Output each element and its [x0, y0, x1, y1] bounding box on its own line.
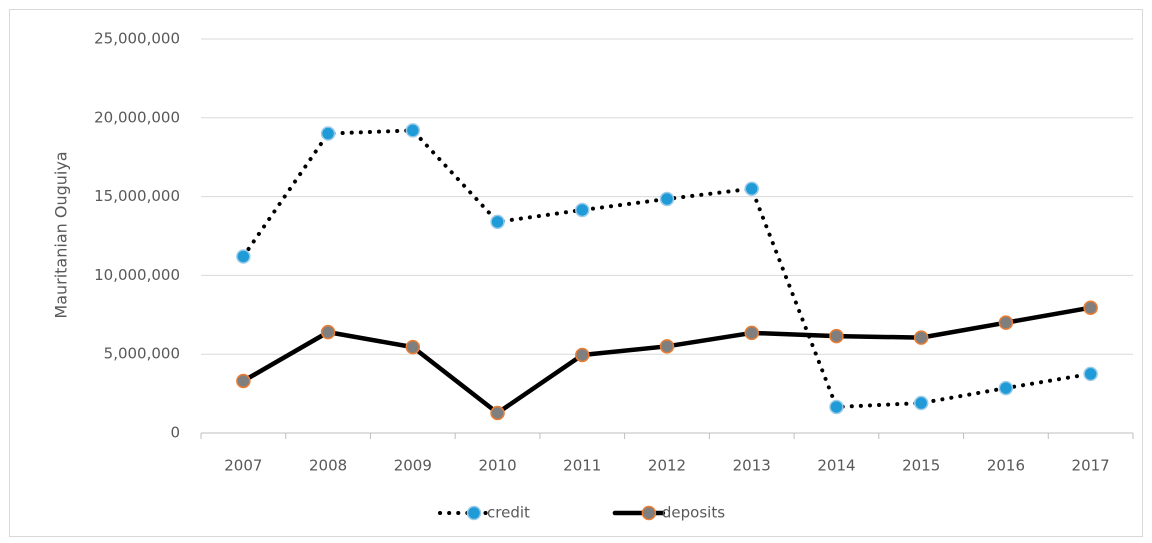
- chart-border: [9, 9, 1143, 537]
- x-tick-label: 2011: [563, 457, 601, 475]
- data-point: [913, 395, 929, 411]
- data-point: [490, 405, 505, 421]
- y-tick-label: 20,000,000: [94, 108, 180, 126]
- x-tick-label: 2016: [987, 457, 1025, 475]
- data-point: [659, 339, 675, 354]
- legend-marker: [641, 505, 657, 521]
- data-point: [1083, 300, 1098, 315]
- data-point: [829, 399, 844, 415]
- x-tick-label: 2014: [817, 457, 855, 475]
- data-point: [320, 324, 336, 340]
- data-point: [998, 315, 1014, 330]
- data-point: [405, 339, 421, 355]
- x-tick-label: 2008: [309, 457, 347, 475]
- x-tick-label: 2015: [902, 457, 940, 475]
- y-tick-label: 5,000,000: [104, 345, 180, 363]
- data-point: [575, 347, 590, 363]
- data-point: [236, 249, 251, 264]
- data-point: [320, 126, 336, 141]
- y-tick-label: 15,000,000: [94, 187, 180, 205]
- data-point: [998, 380, 1014, 396]
- data-point: [659, 191, 675, 207]
- data-point: [575, 202, 590, 218]
- legend-label: credit: [487, 504, 530, 522]
- y-tick-label: 0: [170, 424, 180, 442]
- data-point: [236, 373, 251, 389]
- legend-label: deposits: [662, 504, 725, 522]
- x-tick-label: 2017: [1072, 457, 1110, 475]
- x-tick-label: 2010: [478, 457, 516, 475]
- x-tick-label: 2009: [394, 457, 432, 475]
- data-point: [913, 330, 929, 345]
- data-point: [744, 325, 759, 341]
- y-tick-label: 25,000,000: [94, 30, 180, 48]
- y-axis-label: Mauritanian Ouguiya: [52, 151, 71, 318]
- data-point: [490, 214, 505, 230]
- data-point: [829, 328, 844, 344]
- data-point: [1083, 366, 1098, 382]
- data-point: [744, 181, 759, 196]
- data-point: [405, 123, 421, 138]
- x-tick-label: 2012: [648, 457, 686, 475]
- y-tick-label: 10,000,000: [94, 266, 180, 284]
- x-tick-label: 2007: [224, 457, 262, 475]
- x-tick-label: 2013: [733, 457, 771, 475]
- legend-marker: [466, 505, 482, 521]
